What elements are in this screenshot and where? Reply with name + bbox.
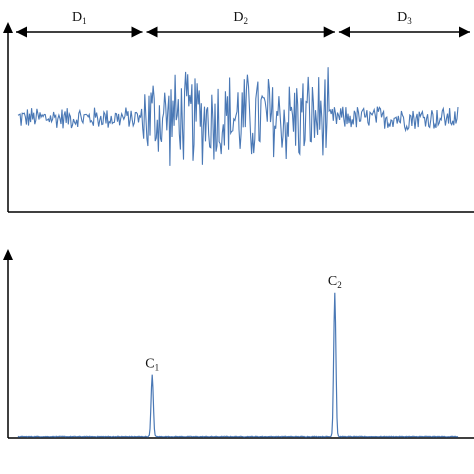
segment-label-3: D3 xyxy=(397,10,412,26)
peak-label-1: C1 xyxy=(145,356,159,372)
segment-label-2: D2 xyxy=(233,10,248,26)
top-chart: D1 D2 D3 xyxy=(3,10,474,213)
bottom-y-axis-arrow xyxy=(3,249,13,260)
segment-markers: D1 D2 D3 xyxy=(16,10,470,38)
bottom-signal-line xyxy=(17,292,459,438)
top-signal-line xyxy=(17,67,459,166)
bottom-chart: C1 C2 xyxy=(3,249,474,439)
segment-label-1: D1 xyxy=(72,10,87,26)
peak-label-2: C2 xyxy=(328,274,342,290)
peak-labels: C1 C2 xyxy=(145,274,341,372)
top-y-axis-arrow xyxy=(3,22,13,33)
